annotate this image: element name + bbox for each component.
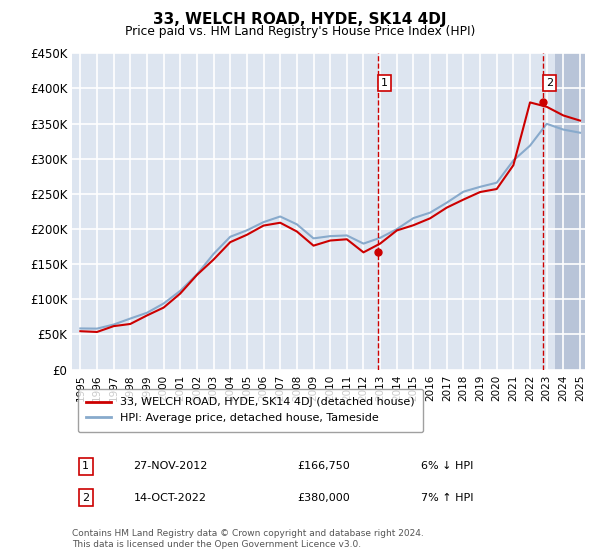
Legend: 33, WELCH ROAD, HYDE, SK14 4DJ (detached house), HPI: Average price, detached ho: 33, WELCH ROAD, HYDE, SK14 4DJ (detached… [77, 389, 423, 432]
Text: 27-NOV-2012: 27-NOV-2012 [134, 461, 208, 471]
Text: 33, WELCH ROAD, HYDE, SK14 4DJ: 33, WELCH ROAD, HYDE, SK14 4DJ [153, 12, 447, 27]
Text: 1: 1 [82, 461, 89, 471]
Text: 14-OCT-2022: 14-OCT-2022 [134, 492, 206, 502]
Text: Price paid vs. HM Land Registry's House Price Index (HPI): Price paid vs. HM Land Registry's House … [125, 25, 475, 38]
Text: £380,000: £380,000 [298, 492, 350, 502]
Text: 6% ↓ HPI: 6% ↓ HPI [421, 461, 473, 471]
Text: 7% ↑ HPI: 7% ↑ HPI [421, 492, 473, 502]
Text: £166,750: £166,750 [298, 461, 350, 471]
Text: 2: 2 [546, 78, 553, 88]
Text: Contains HM Land Registry data © Crown copyright and database right 2024.
This d: Contains HM Land Registry data © Crown c… [72, 529, 424, 549]
Text: 1: 1 [381, 78, 388, 88]
Bar [555, 53, 585, 370]
Text: 2: 2 [82, 492, 89, 502]
